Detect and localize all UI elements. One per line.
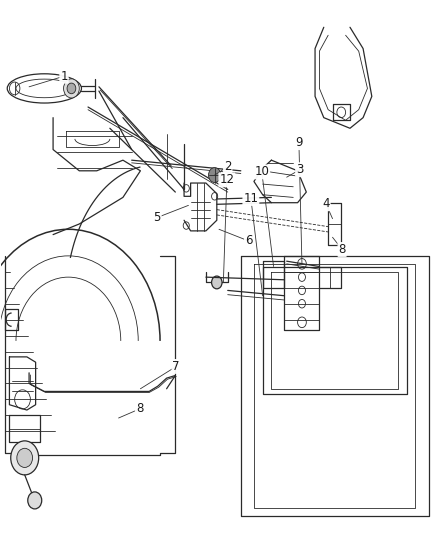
Text: 12: 12: [219, 173, 234, 187]
Circle shape: [208, 167, 221, 182]
Text: 9: 9: [295, 136, 303, 149]
Text: 6: 6: [245, 235, 252, 247]
Text: 8: 8: [136, 402, 143, 415]
Text: 4: 4: [322, 197, 330, 211]
Text: 10: 10: [254, 165, 269, 179]
Text: 3: 3: [296, 163, 304, 176]
Circle shape: [212, 276, 222, 289]
Circle shape: [67, 83, 76, 94]
Text: 11: 11: [244, 192, 258, 205]
Circle shape: [28, 492, 42, 509]
Text: 2: 2: [224, 160, 231, 173]
Circle shape: [11, 441, 39, 475]
Circle shape: [17, 448, 32, 467]
Text: 5: 5: [153, 211, 161, 224]
Text: 7: 7: [173, 360, 180, 373]
Text: 1: 1: [60, 70, 68, 83]
Text: 8: 8: [339, 243, 346, 256]
Circle shape: [64, 79, 79, 98]
